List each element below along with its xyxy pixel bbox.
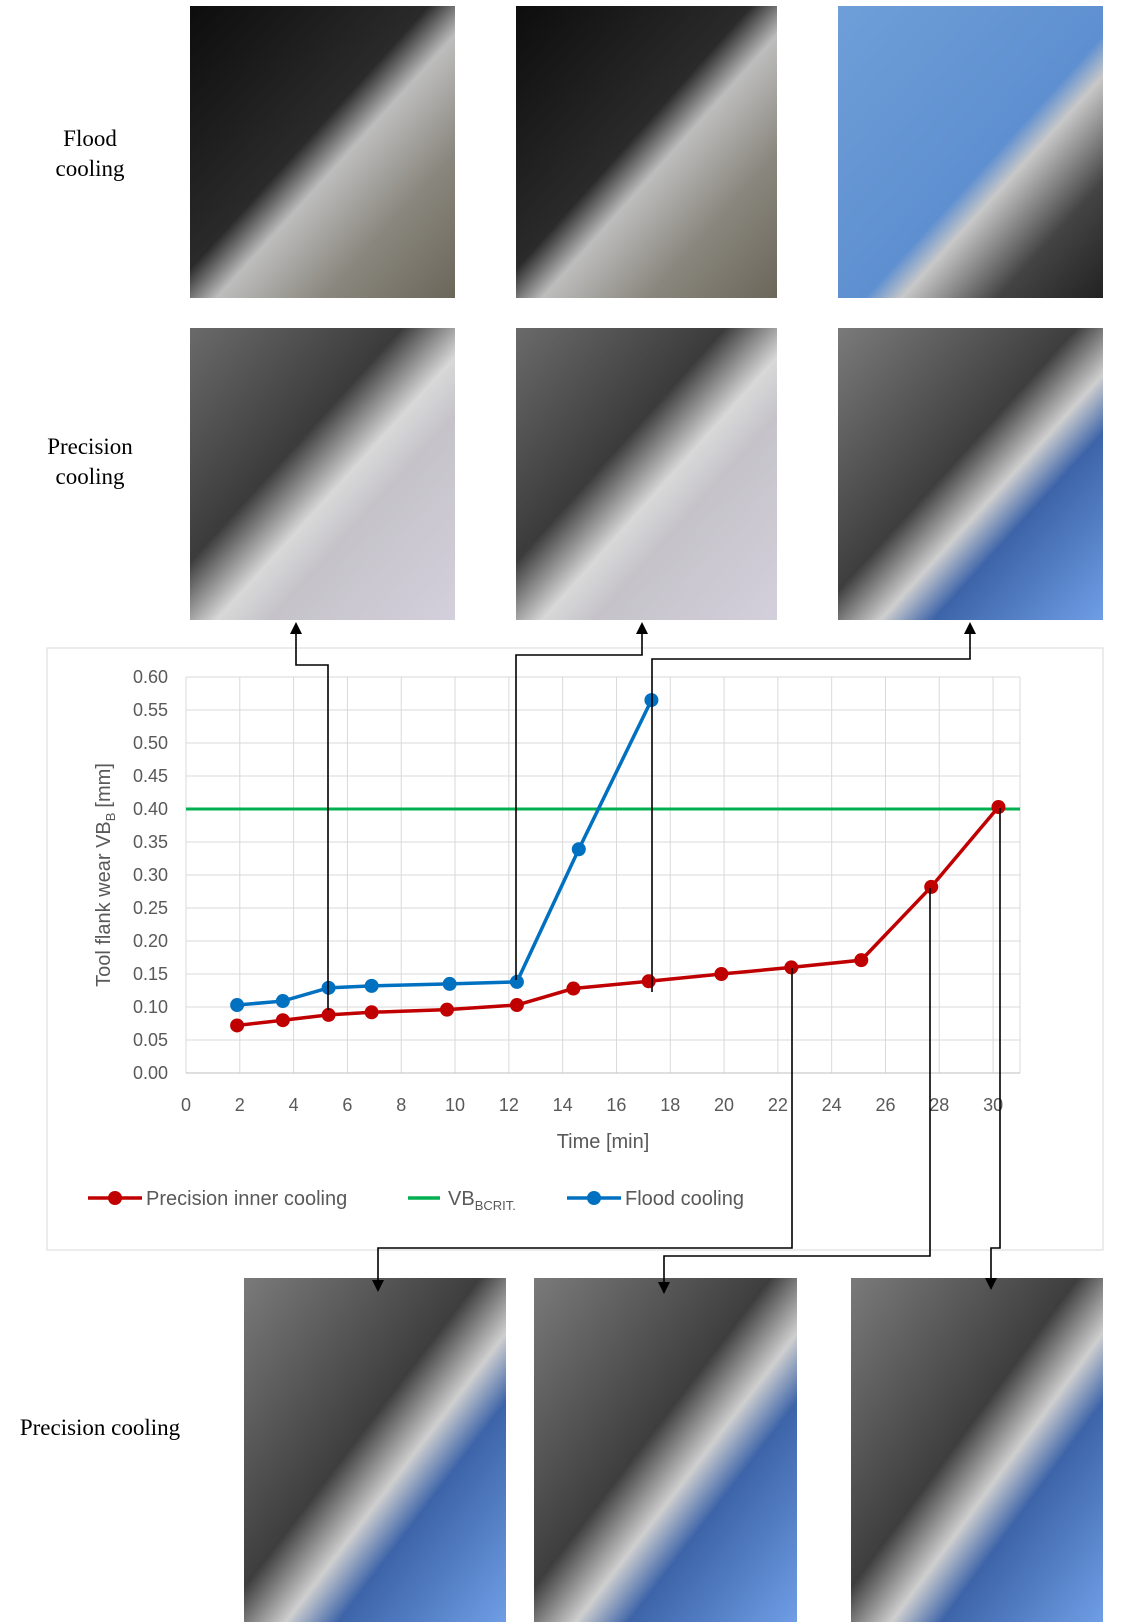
- data-point: [642, 974, 656, 988]
- x-tick-label: 4: [289, 1095, 299, 1115]
- x-tick-label: 16: [606, 1095, 626, 1115]
- row-label: Flood: [63, 126, 117, 151]
- data-point: [510, 975, 524, 989]
- legend-marker: [587, 1191, 601, 1205]
- y-tick-label: 0.40: [133, 799, 168, 819]
- y-axis-title-sub: B: [103, 813, 118, 822]
- row-label: Precision: [47, 434, 133, 459]
- y-axis-title-unit: [mm]: [93, 763, 115, 807]
- data-point: [230, 1018, 244, 1032]
- x-tick-label: 20: [714, 1095, 734, 1115]
- x-tick-label: 14: [553, 1095, 573, 1115]
- y-tick-label: 0.00: [133, 1063, 168, 1083]
- x-tick-label: 26: [875, 1095, 895, 1115]
- data-point: [566, 982, 580, 996]
- y-tick-label: 0.45: [133, 766, 168, 786]
- data-point: [924, 880, 938, 894]
- data-point: [572, 842, 586, 856]
- data-point: [276, 1013, 290, 1027]
- x-tick-label: 22: [768, 1095, 788, 1115]
- y-tick-label: 0.55: [133, 700, 168, 720]
- row-label: cooling: [56, 464, 125, 489]
- data-point: [991, 800, 1005, 814]
- tool-photo: [190, 6, 455, 298]
- data-point: [322, 1008, 336, 1022]
- legend-label-sub: BCRIT.: [475, 1198, 516, 1213]
- legend-label: Precision inner cooling: [146, 1188, 347, 1210]
- y-tick-label: 0.50: [133, 733, 168, 753]
- y-axis-title-main: Tool flank wear VB: [93, 821, 115, 987]
- x-tick-label: 6: [342, 1095, 352, 1115]
- x-tick-label: 24: [822, 1095, 842, 1115]
- data-point: [510, 998, 524, 1012]
- x-tick-label: 12: [499, 1095, 519, 1115]
- data-point: [365, 979, 379, 993]
- x-tick-label: 8: [396, 1095, 406, 1115]
- y-tick-label: 0.05: [133, 1030, 168, 1050]
- row-label: cooling: [56, 156, 125, 181]
- x-tick-label: 10: [445, 1095, 465, 1115]
- tool-photo: [534, 1278, 797, 1622]
- y-tick-label: 0.25: [133, 898, 168, 918]
- row-label: Precision cooling: [20, 1415, 181, 1440]
- legend-label: Flood cooling: [625, 1188, 744, 1210]
- y-tick-label: 0.60: [133, 667, 168, 687]
- y-tick-label: 0.30: [133, 865, 168, 885]
- data-point: [276, 994, 290, 1008]
- tool-photo: [244, 1278, 506, 1622]
- y-tick-label: 0.10: [133, 997, 168, 1017]
- chart-frame: [47, 648, 1103, 1250]
- x-tick-label: 0: [181, 1095, 191, 1115]
- data-point: [365, 1005, 379, 1019]
- x-tick-label: 18: [660, 1095, 680, 1115]
- tool-photo: [516, 328, 777, 620]
- tool-photo: [838, 328, 1103, 620]
- y-tick-label: 0.15: [133, 964, 168, 984]
- tool-photo: [838, 6, 1103, 298]
- y-axis-title: Tool flank wear VBB [mm]: [93, 763, 118, 987]
- data-point: [230, 998, 244, 1012]
- data-point: [714, 967, 728, 981]
- x-tick-label: 2: [235, 1095, 245, 1115]
- x-axis-title: Time [min]: [557, 1131, 650, 1153]
- tool-photo: [851, 1278, 1103, 1622]
- legend-marker: [108, 1191, 122, 1205]
- tool-photo: [516, 6, 777, 298]
- y-tick-label: 0.35: [133, 832, 168, 852]
- data-point: [443, 977, 457, 991]
- data-point: [440, 1003, 454, 1017]
- tool-photo: [190, 328, 455, 620]
- x-tick-label: 28: [929, 1095, 949, 1115]
- y-tick-label: 0.20: [133, 931, 168, 951]
- data-point: [854, 953, 868, 967]
- figure: Flood cooling Precision cooling Precisio…: [0, 0, 1141, 1622]
- legend-label-main: VB: [448, 1188, 475, 1210]
